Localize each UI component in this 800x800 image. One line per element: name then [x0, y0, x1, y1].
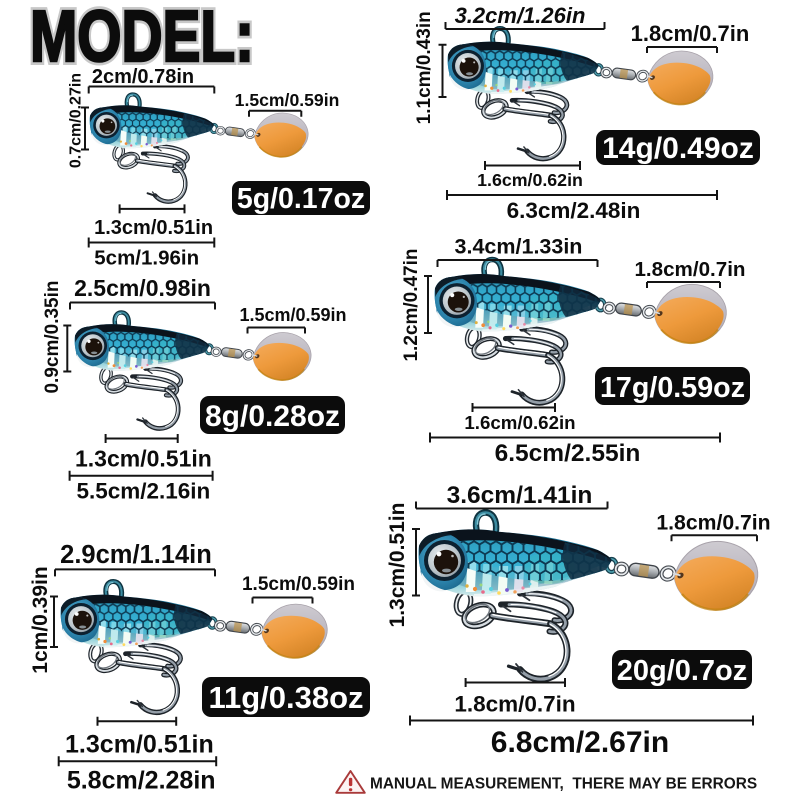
svg-text:5g/0.17oz: 5g/0.17oz — [237, 183, 365, 215]
svg-text:11g/0.38oz: 11g/0.38oz — [208, 680, 363, 715]
svg-text:5cm/1.96in: 5cm/1.96in — [94, 247, 199, 270]
svg-text:1.6cm/0.62in: 1.6cm/0.62in — [464, 412, 575, 433]
svg-text:1.5cm/0.59in: 1.5cm/0.59in — [242, 574, 355, 595]
svg-text:0.9cm/0.35in: 0.9cm/0.35in — [42, 280, 63, 393]
svg-text:1.8cm/0.7in: 1.8cm/0.7in — [454, 692, 575, 717]
svg-text:1.5cm/0.59in: 1.5cm/0.59in — [235, 90, 340, 110]
svg-text:17g/0.59oz: 17g/0.59oz — [600, 372, 745, 404]
svg-text:1.1cm/0.43in: 1.1cm/0.43in — [414, 11, 435, 124]
svg-text:1.5cm/0.59in: 1.5cm/0.59in — [239, 305, 346, 325]
svg-text:1.8cm/0.7in: 1.8cm/0.7in — [631, 21, 750, 46]
svg-text:1.3cm/0.51in: 1.3cm/0.51in — [75, 446, 212, 472]
svg-text:2.5cm/0.98in: 2.5cm/0.98in — [74, 275, 211, 301]
svg-text:3.4cm/1.33in: 3.4cm/1.33in — [455, 235, 583, 259]
svg-text:1.8cm/0.7in: 1.8cm/0.7in — [656, 512, 770, 535]
svg-text:0.7cm/0.27in: 0.7cm/0.27in — [68, 73, 85, 168]
svg-text:5.5cm/2.16in: 5.5cm/2.16in — [76, 479, 210, 504]
svg-text:1.6cm/0.62in: 1.6cm/0.62in — [477, 170, 583, 190]
svg-text:5.8cm/2.28in: 5.8cm/2.28in — [67, 767, 216, 795]
svg-text:1.3cm/0.51in: 1.3cm/0.51in — [386, 503, 409, 628]
svg-text:3.6cm/1.41in: 3.6cm/1.41in — [447, 482, 593, 509]
svg-text:1.3cm/0.51in: 1.3cm/0.51in — [94, 217, 213, 239]
svg-text:1.3cm/0.51in: 1.3cm/0.51in — [65, 731, 214, 759]
svg-text:1.2cm/0.47in: 1.2cm/0.47in — [401, 248, 422, 361]
svg-text:3.2cm/1.26in: 3.2cm/1.26in — [455, 3, 586, 28]
svg-text:MANUAL MEASUREMENT, THERE MAY: MANUAL MEASUREMENT, THERE MAY BE ERRORS — [370, 776, 757, 793]
svg-text:8g/0.28oz: 8g/0.28oz — [205, 400, 340, 433]
svg-text:MODEL:: MODEL: — [30, 0, 254, 77]
svg-text:20g/0.7oz: 20g/0.7oz — [617, 655, 748, 687]
svg-text:6.8cm/2.67in: 6.8cm/2.67in — [491, 726, 669, 759]
svg-text:2.9cm/1.14in: 2.9cm/1.14in — [60, 541, 212, 569]
svg-text:14g/0.49oz: 14g/0.49oz — [602, 132, 754, 165]
svg-text:1cm/0.39in: 1cm/0.39in — [29, 566, 52, 673]
svg-text:6.3cm/2.48in: 6.3cm/2.48in — [507, 198, 641, 223]
svg-text:2cm/0.78in: 2cm/0.78in — [92, 66, 194, 88]
svg-text:6.5cm/2.55in: 6.5cm/2.55in — [495, 440, 641, 467]
svg-text:MODEL:: MODEL: — [30, 0, 254, 77]
svg-text:1.8cm/0.7in: 1.8cm/0.7in — [634, 258, 745, 281]
